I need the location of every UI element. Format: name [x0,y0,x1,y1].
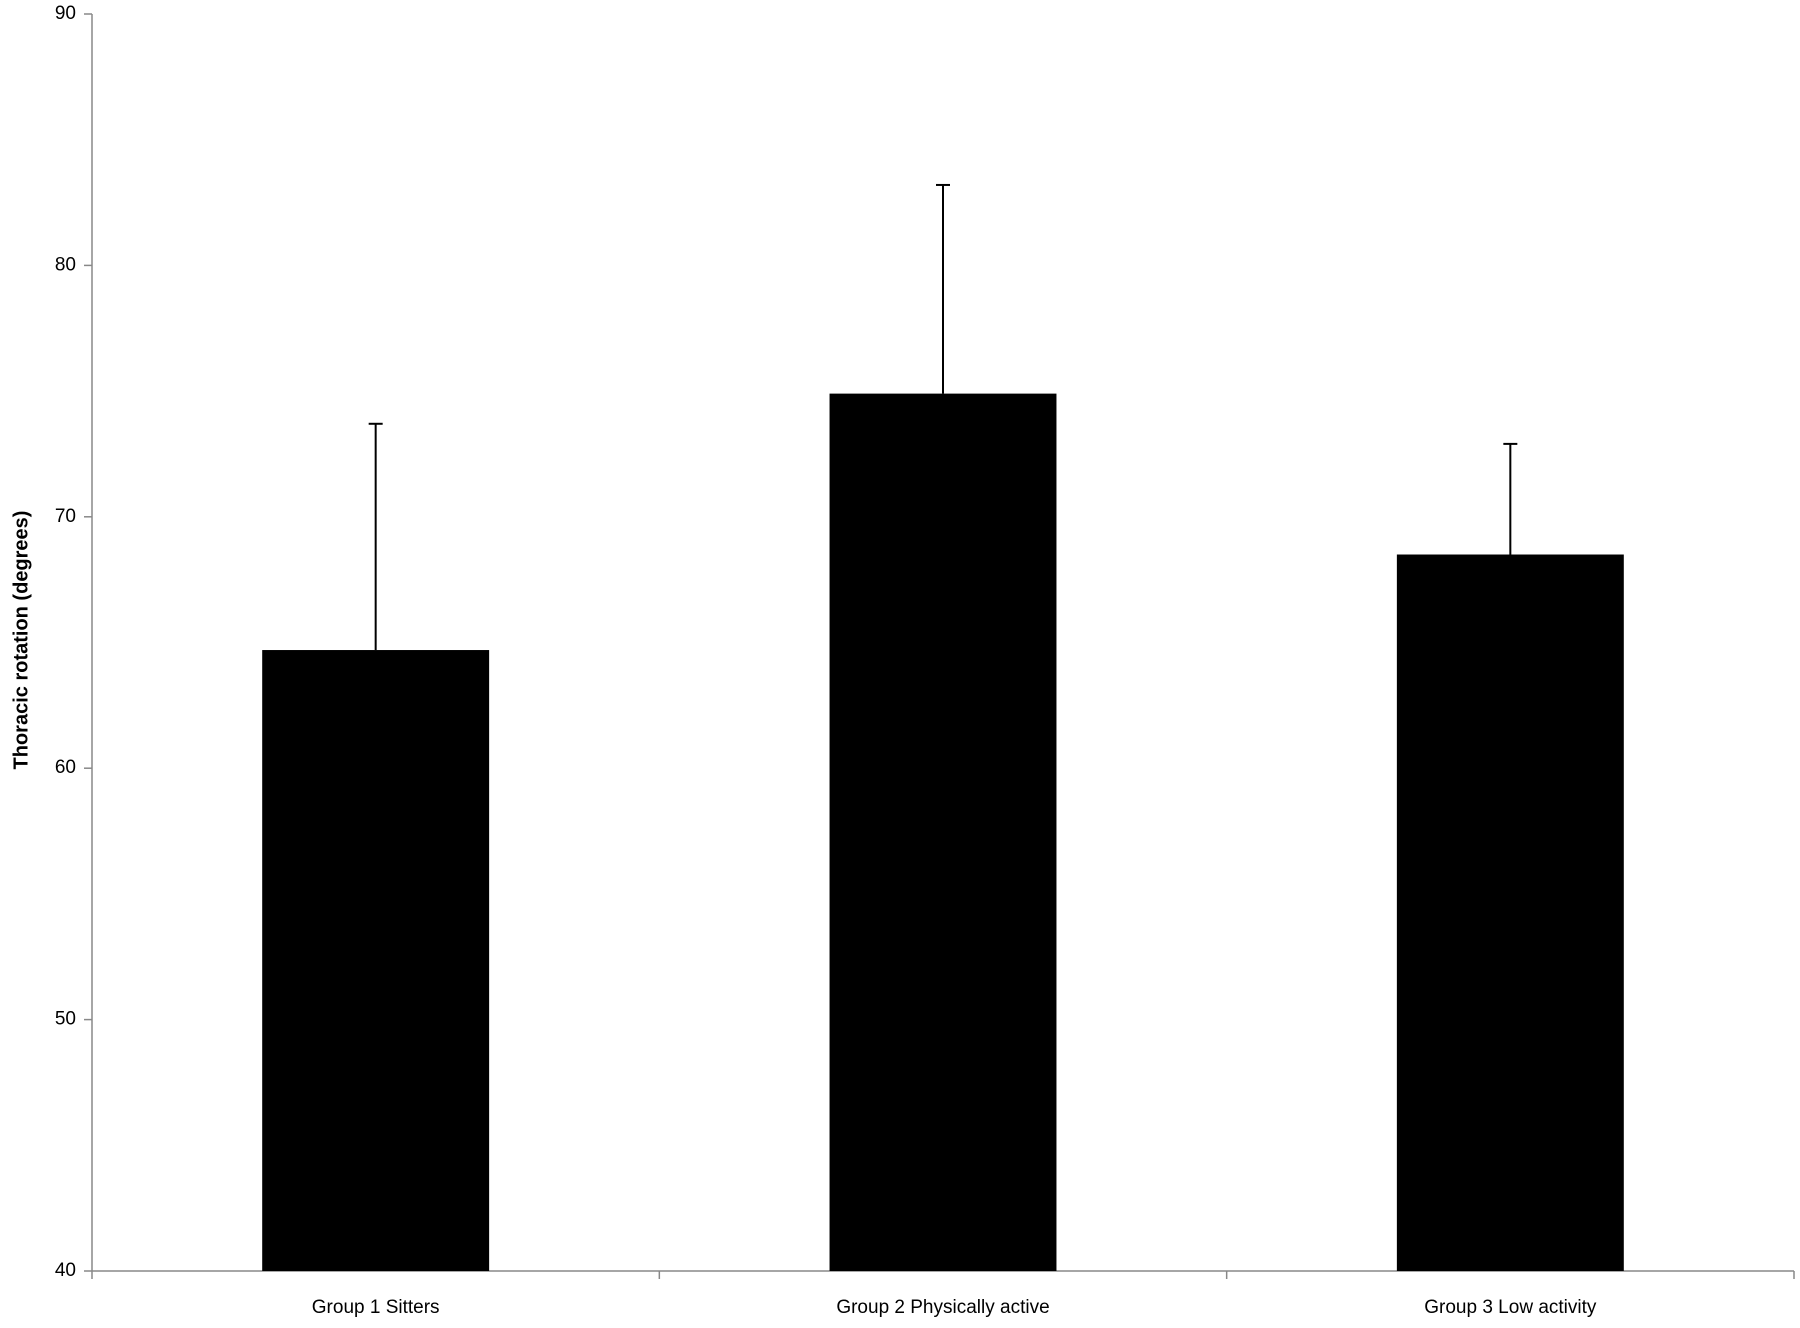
x-tick-label: Group 3 Low activity [1424,1297,1597,1318]
y-tick-label: 90 [55,3,76,24]
x-tick-label: Group 1 Sitters [312,1297,440,1318]
bar [1396,554,1624,1271]
bar [262,650,490,1271]
y-tick-label: 70 [55,506,76,527]
bar [829,393,1057,1271]
y-tick-label: 50 [55,1009,76,1030]
y-tick-label: 40 [55,1260,76,1281]
y-axis-label: Thoracic rotation (degrees) [10,511,32,770]
x-tick-label: Group 2 Physically active [836,1297,1049,1318]
y-tick-label: 80 [55,254,76,275]
y-tick-label: 60 [55,757,76,778]
